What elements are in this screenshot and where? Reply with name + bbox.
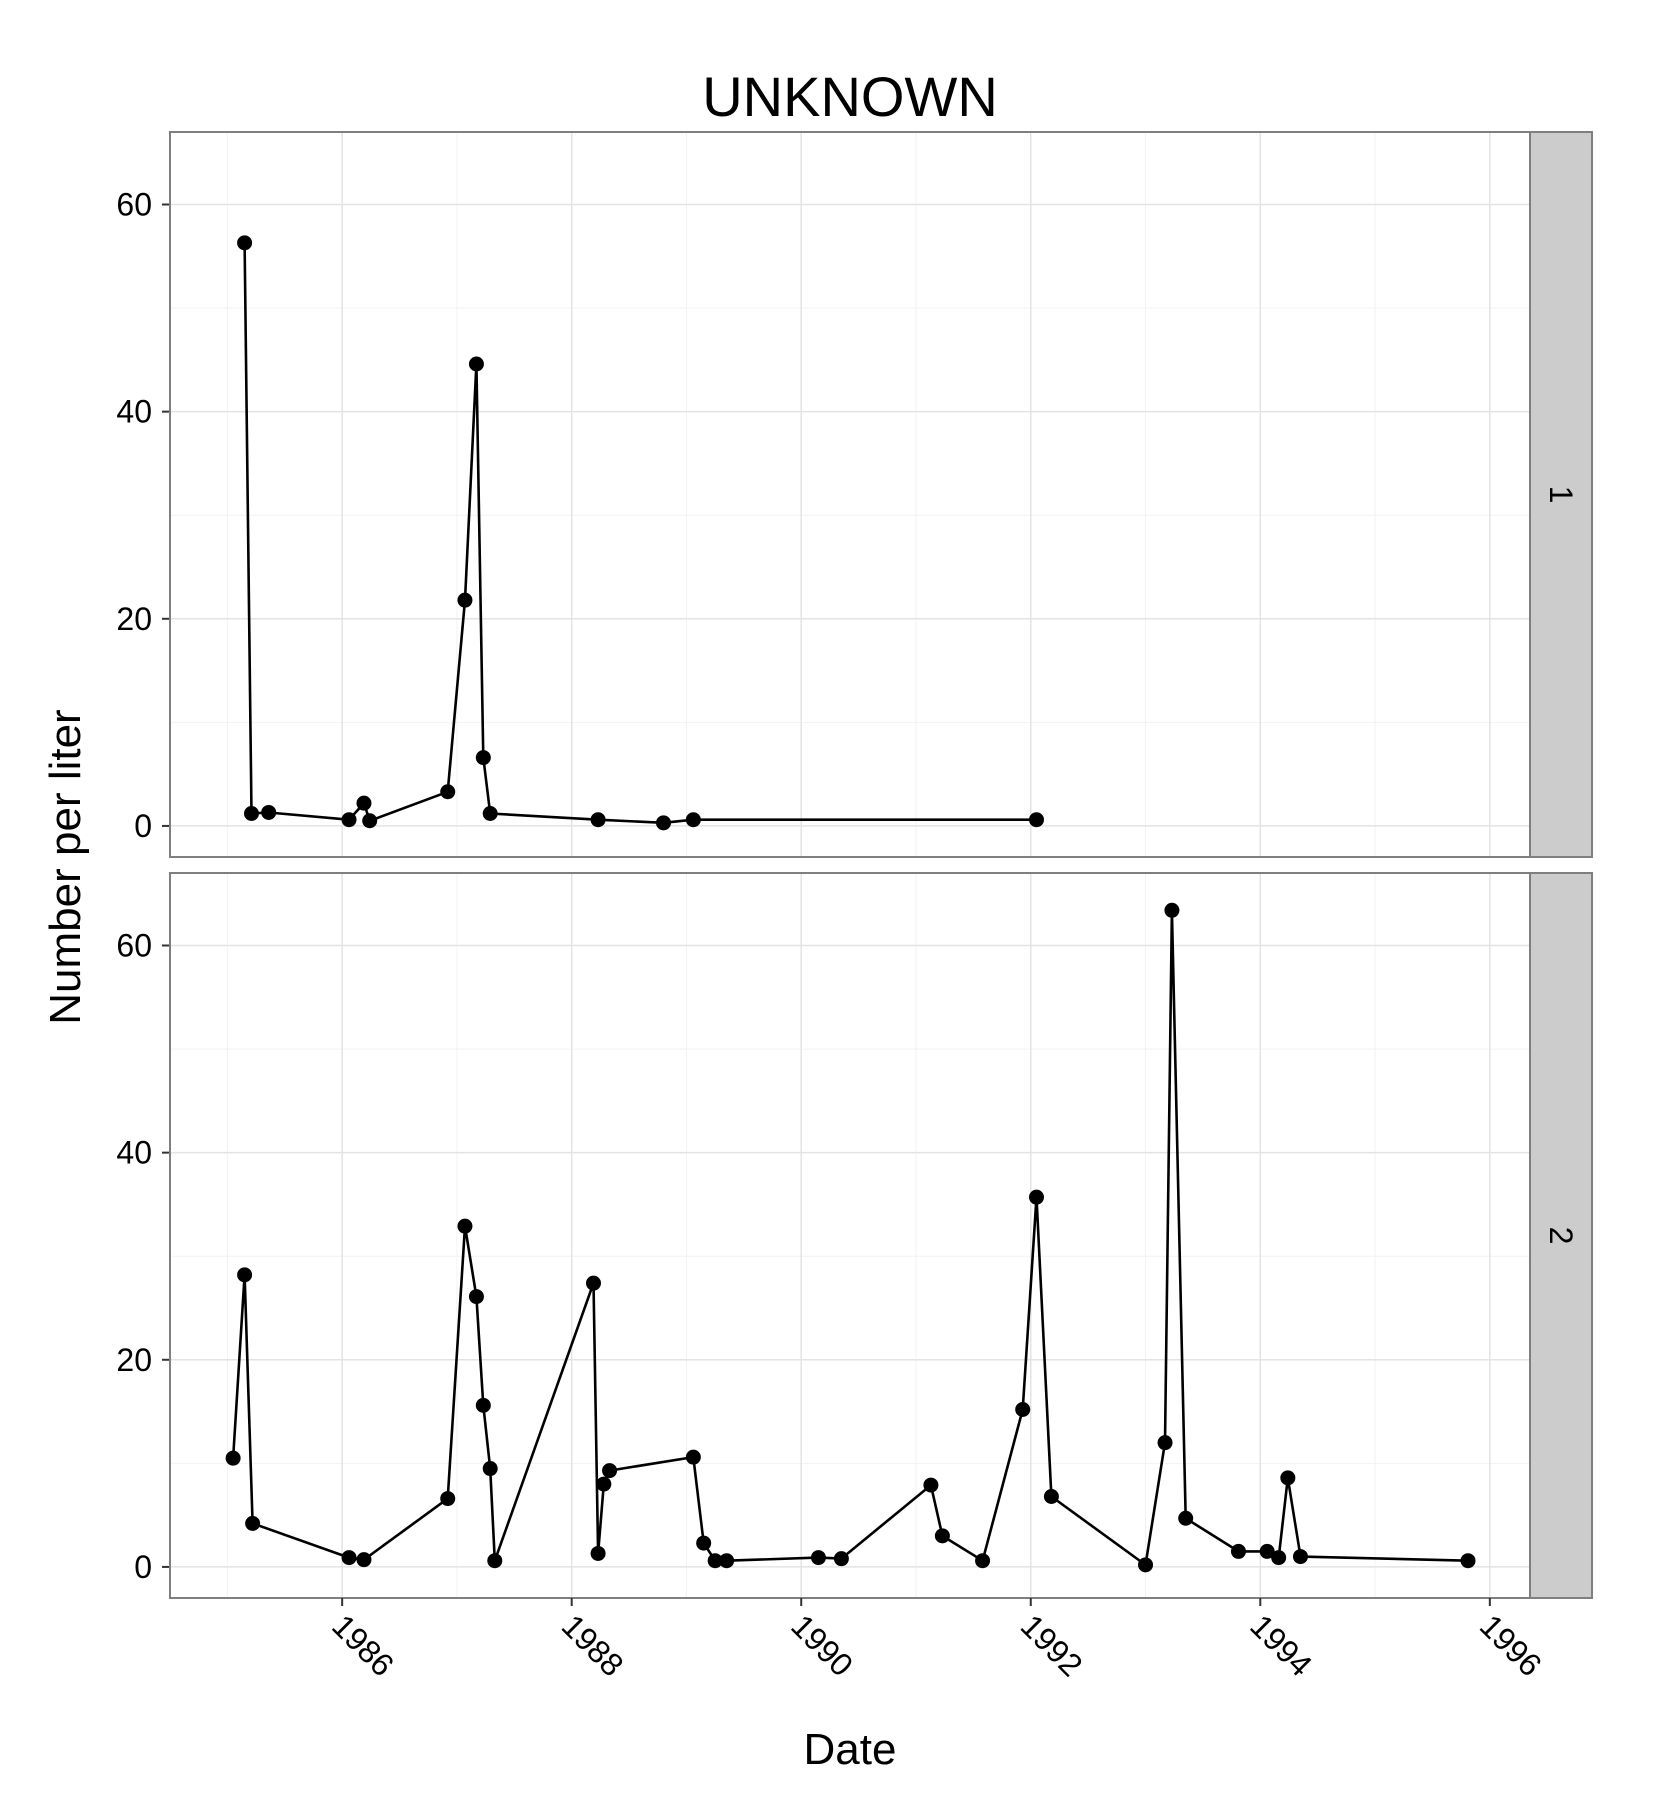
data-point (440, 1491, 456, 1507)
data-point (482, 1461, 498, 1477)
data-point (1028, 812, 1044, 828)
data-point (475, 750, 491, 766)
data-point (1230, 1543, 1246, 1559)
data-point (468, 1289, 484, 1305)
data-point (707, 1553, 723, 1569)
x-tick-label: 1988 (555, 1607, 631, 1683)
data-point (685, 812, 701, 828)
data-point (457, 592, 473, 608)
y-tick-label: 20 (116, 601, 152, 637)
data-point (487, 1553, 503, 1569)
data-point (1015, 1402, 1031, 1417)
x-tick-label: 1994 (1243, 1607, 1319, 1683)
data-point (1460, 1553, 1476, 1569)
x-tick-label: 1992 (1014, 1607, 1090, 1683)
data-point (934, 1528, 950, 1544)
data-point (685, 1449, 701, 1465)
data-point (468, 356, 484, 372)
data-point (243, 806, 259, 821)
y-tick-label: 40 (116, 1135, 152, 1171)
x-axis-label: Date (804, 1725, 897, 1774)
panels: 0 20 40 60 1 0 20 40 60 2 (116, 131, 1593, 1599)
data-point (457, 1218, 473, 1234)
x-axis: 1986 1988 1990 1992 1994 1996 (325, 1598, 1549, 1683)
y-tick-label: 40 (116, 394, 152, 430)
data-point (975, 1553, 991, 1569)
data-point (341, 812, 357, 828)
data-point (482, 806, 498, 821)
data-point (1280, 1470, 1296, 1486)
data-point (1292, 1549, 1308, 1565)
data-point (1138, 1557, 1154, 1573)
y-tick-label: 60 (116, 928, 152, 964)
data-point (585, 1275, 601, 1291)
data-point (696, 1535, 712, 1551)
data-point (719, 1553, 735, 1569)
data-point (1043, 1489, 1059, 1504)
data-point (590, 1545, 606, 1561)
y-axis-label: Number per liter (41, 709, 90, 1024)
facet-strip (1529, 872, 1593, 1599)
facet-strip-label: 2 (1543, 1227, 1579, 1245)
y-tick-label: 20 (116, 1342, 152, 1378)
data-point (833, 1551, 849, 1567)
data-point (1271, 1550, 1287, 1566)
panel-background (170, 132, 1530, 857)
x-tick-label: 1996 (1473, 1607, 1549, 1683)
x-tick-label: 1986 (325, 1607, 401, 1683)
data-point (356, 1552, 372, 1568)
data-point (356, 795, 372, 811)
data-point (923, 1477, 939, 1493)
data-point (1259, 1543, 1275, 1559)
panel-2: 0 20 40 60 2 (116, 872, 1593, 1599)
data-point (261, 804, 277, 820)
data-point (1178, 1510, 1194, 1526)
data-point (245, 1515, 261, 1531)
x-tick-label: 1990 (784, 1607, 860, 1683)
data-point (475, 1397, 491, 1413)
facet-strip-label: 1 (1543, 486, 1579, 504)
data-point (237, 235, 253, 251)
data-point (590, 812, 606, 828)
panel-1: 0 20 40 60 1 (116, 131, 1593, 858)
data-point (596, 1476, 612, 1492)
facet-strip (1529, 131, 1593, 858)
chart-title: UNKNOWN (702, 65, 998, 128)
data-point (362, 813, 378, 829)
y-tick-label: 0 (134, 1549, 152, 1585)
data-point (656, 815, 672, 831)
data-point (1028, 1189, 1044, 1205)
data-point (810, 1550, 826, 1566)
y-tick-label: 60 (116, 187, 152, 223)
panel-background (170, 873, 1530, 1598)
y-tick-label: 0 (134, 808, 152, 844)
data-point (341, 1550, 357, 1566)
data-point (1164, 902, 1180, 918)
data-point (237, 1267, 253, 1283)
data-point (1157, 1435, 1173, 1451)
data-point (440, 784, 456, 800)
data-point (602, 1463, 618, 1479)
data-point (225, 1450, 241, 1466)
